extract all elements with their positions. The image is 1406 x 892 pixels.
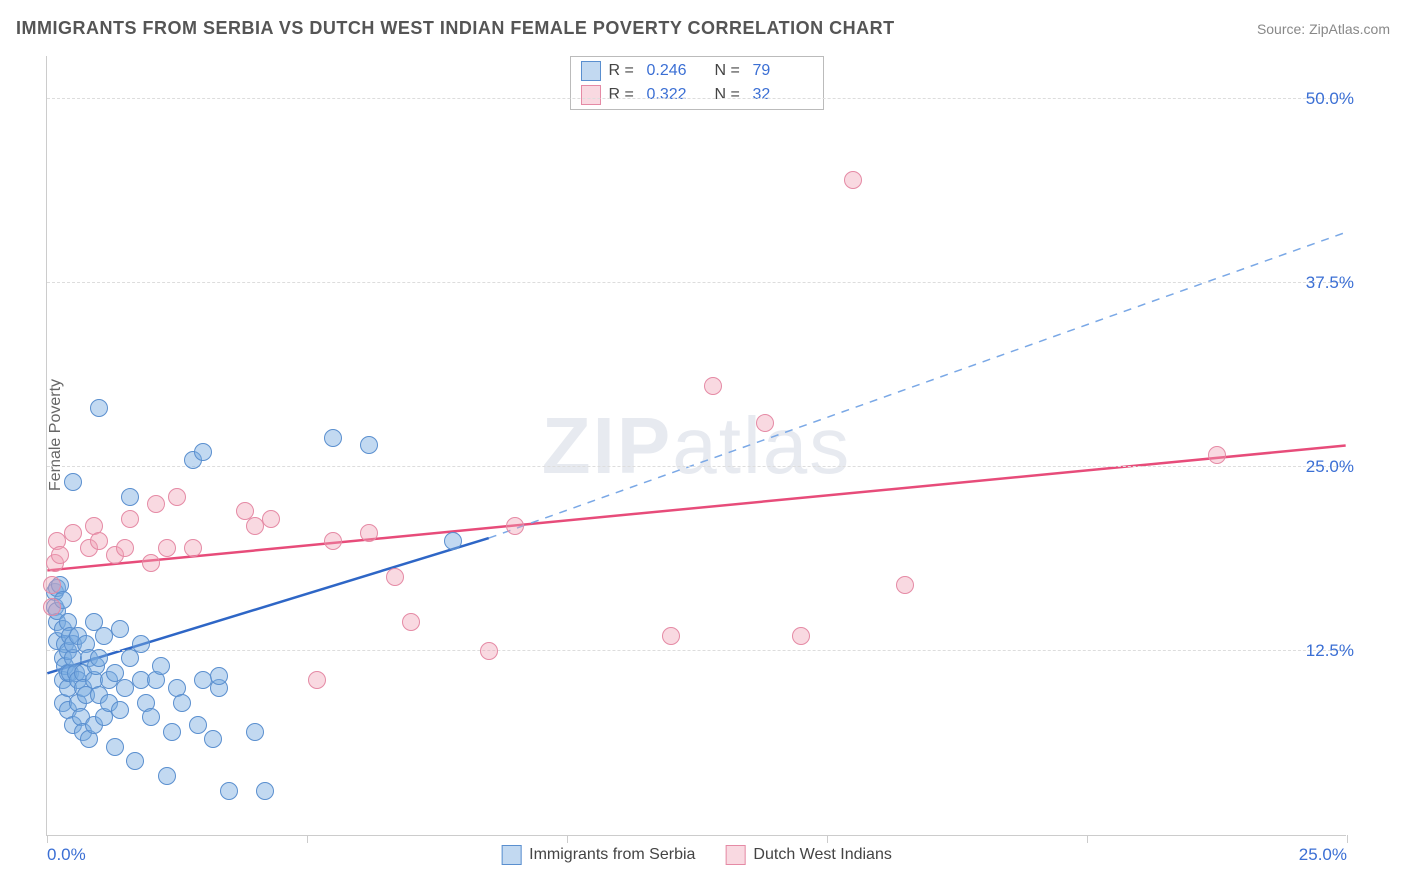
- legend-row-serbia: R = 0.246 N = 79: [581, 59, 813, 83]
- source-name: ZipAtlas.com: [1309, 21, 1390, 37]
- data-point-dutch: [896, 576, 914, 594]
- data-point-dutch: [360, 524, 378, 542]
- r-value-dutch: 0.322: [647, 86, 707, 104]
- data-point-serbia: [106, 738, 124, 756]
- data-point-serbia: [64, 473, 82, 491]
- watermark-bold: ZIP: [542, 401, 672, 490]
- data-point-serbia: [158, 767, 176, 785]
- data-point-dutch: [168, 488, 186, 506]
- data-point-dutch: [121, 510, 139, 528]
- data-point-dutch: [116, 539, 134, 557]
- data-point-dutch: [147, 495, 165, 513]
- data-point-serbia: [111, 620, 129, 638]
- n-label: N =: [715, 62, 745, 80]
- plot-area: ZIPatlas R = 0.246 N = 79 R = 0.322 N = …: [46, 56, 1346, 836]
- y-tick-label: 25.0%: [1306, 457, 1354, 477]
- data-point-dutch: [506, 517, 524, 535]
- data-point-dutch: [43, 576, 61, 594]
- data-point-dutch: [262, 510, 280, 528]
- swatch-serbia: [581, 61, 601, 81]
- swatch-serbia: [501, 845, 521, 865]
- data-point-dutch: [402, 613, 420, 631]
- data-point-dutch: [64, 524, 82, 542]
- y-tick-label: 50.0%: [1306, 89, 1354, 109]
- x-tick: [1087, 835, 1088, 843]
- data-point-dutch: [480, 642, 498, 660]
- watermark: ZIPatlas: [542, 400, 851, 492]
- data-point-serbia: [210, 667, 228, 685]
- data-point-serbia: [256, 782, 274, 800]
- data-point-serbia: [194, 443, 212, 461]
- data-point-dutch: [792, 627, 810, 645]
- data-point-dutch: [324, 532, 342, 550]
- data-point-dutch: [1208, 446, 1226, 464]
- data-point-dutch: [308, 671, 326, 689]
- data-point-serbia: [189, 716, 207, 734]
- data-point-dutch: [158, 539, 176, 557]
- x-tick-label: 0.0%: [47, 845, 86, 865]
- data-point-dutch: [184, 539, 202, 557]
- swatch-dutch: [581, 85, 601, 105]
- data-point-serbia: [111, 701, 129, 719]
- data-point-serbia: [204, 730, 222, 748]
- swatch-dutch: [725, 845, 745, 865]
- series-legend: Immigrants from Serbia Dutch West Indian…: [501, 845, 892, 865]
- x-tick: [47, 835, 48, 843]
- regression-lines: [47, 56, 1346, 835]
- legend-row-dutch: R = 0.322 N = 32: [581, 83, 813, 107]
- data-point-serbia: [90, 399, 108, 417]
- x-tick-label: 25.0%: [1299, 845, 1347, 865]
- legend-item-serbia: Immigrants from Serbia: [501, 845, 695, 865]
- data-point-serbia: [142, 708, 160, 726]
- r-value-serbia: 0.246: [647, 62, 707, 80]
- data-point-dutch: [704, 377, 722, 395]
- legend-item-dutch: Dutch West Indians: [725, 845, 891, 865]
- x-tick: [307, 835, 308, 843]
- legend-label-dutch: Dutch West Indians: [753, 846, 891, 864]
- data-point-dutch: [844, 171, 862, 189]
- data-point-serbia: [152, 657, 170, 675]
- legend-label-serbia: Immigrants from Serbia: [529, 846, 695, 864]
- x-tick: [567, 835, 568, 843]
- x-tick: [827, 835, 828, 843]
- data-point-serbia: [220, 782, 238, 800]
- gridline: [47, 466, 1346, 467]
- gridline: [47, 650, 1346, 651]
- n-value-dutch: 32: [753, 86, 813, 104]
- y-tick-label: 12.5%: [1306, 641, 1354, 661]
- data-point-dutch: [43, 598, 61, 616]
- data-point-serbia: [324, 429, 342, 447]
- data-point-dutch: [51, 546, 69, 564]
- source-prefix: Source:: [1257, 21, 1309, 37]
- data-point-serbia: [444, 532, 462, 550]
- data-point-serbia: [132, 635, 150, 653]
- n-label: N =: [715, 86, 745, 104]
- y-tick-label: 37.5%: [1306, 273, 1354, 293]
- data-point-serbia: [126, 752, 144, 770]
- gridline: [47, 282, 1346, 283]
- data-point-dutch: [90, 532, 108, 550]
- data-point-dutch: [756, 414, 774, 432]
- r-label: R =: [609, 86, 639, 104]
- n-value-serbia: 79: [753, 62, 813, 80]
- data-point-dutch: [662, 627, 680, 645]
- data-point-dutch: [386, 568, 404, 586]
- x-tick: [1347, 835, 1348, 843]
- data-point-serbia: [90, 649, 108, 667]
- data-point-serbia: [163, 723, 181, 741]
- chart-title: IMMIGRANTS FROM SERBIA VS DUTCH WEST IND…: [16, 18, 895, 39]
- data-point-serbia: [121, 488, 139, 506]
- source-attribution: Source: ZipAtlas.com: [1257, 21, 1390, 37]
- data-point-serbia: [173, 694, 191, 712]
- correlation-legend: R = 0.246 N = 79 R = 0.322 N = 32: [570, 56, 824, 110]
- r-label: R =: [609, 62, 639, 80]
- data-point-serbia: [360, 436, 378, 454]
- gridline: [47, 98, 1346, 99]
- data-point-serbia: [246, 723, 264, 741]
- data-point-dutch: [142, 554, 160, 572]
